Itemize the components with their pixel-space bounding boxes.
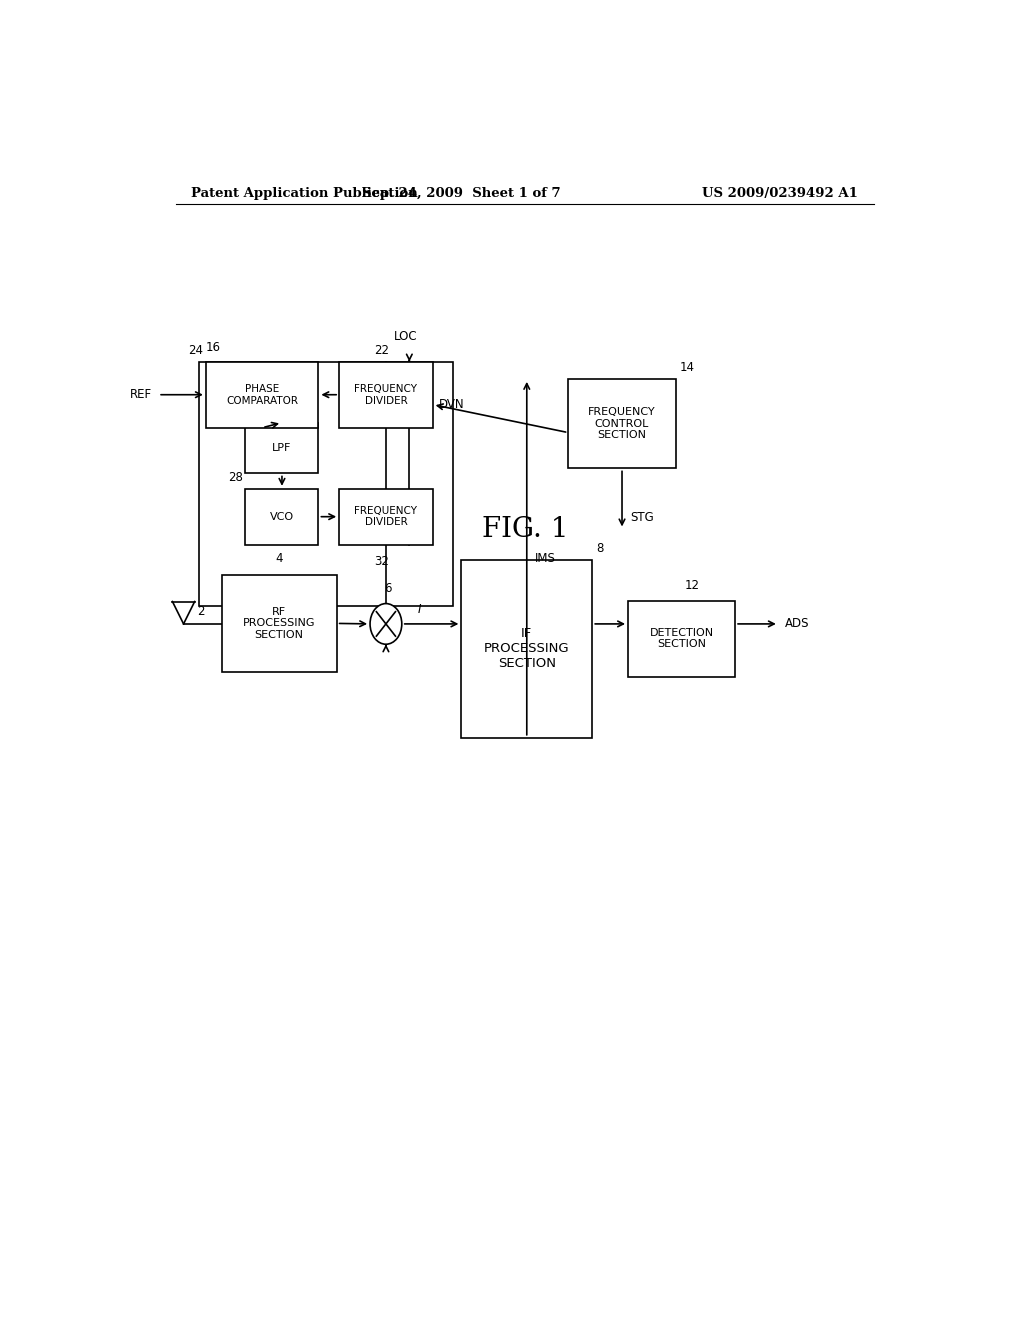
Text: 16: 16 [206,341,221,354]
Text: I: I [418,603,421,615]
Text: 8: 8 [596,541,603,554]
Text: PHASE
COMPARATOR: PHASE COMPARATOR [226,384,298,405]
Text: REF: REF [130,388,152,401]
Text: 32: 32 [374,554,389,568]
Text: DVN: DVN [439,399,465,411]
Text: 24: 24 [188,343,204,356]
Text: 28: 28 [228,471,243,483]
Text: STG: STG [630,511,653,524]
FancyBboxPatch shape [206,362,318,428]
Text: FREQUENCY
DIVIDER: FREQUENCY DIVIDER [354,384,418,405]
Text: 26: 26 [228,405,243,417]
Text: VCO: VCO [270,512,294,521]
FancyBboxPatch shape [339,488,433,545]
Text: DETECTION
SECTION: DETECTION SECTION [649,628,714,649]
Text: RF
PROCESSING
SECTION: RF PROCESSING SECTION [243,607,315,640]
FancyBboxPatch shape [246,488,318,545]
FancyBboxPatch shape [246,422,318,474]
Text: LPF: LPF [272,444,292,453]
Text: Sep. 24, 2009  Sheet 1 of 7: Sep. 24, 2009 Sheet 1 of 7 [362,187,560,201]
Text: US 2009/0239492 A1: US 2009/0239492 A1 [702,187,858,201]
FancyBboxPatch shape [339,362,433,428]
Text: 6: 6 [384,582,391,595]
Text: LOC: LOC [394,330,418,343]
Text: 2: 2 [197,605,205,618]
Text: FIG. 1: FIG. 1 [481,516,568,543]
Text: 14: 14 [680,360,694,374]
FancyBboxPatch shape [461,560,592,738]
FancyBboxPatch shape [568,379,676,469]
Text: 22: 22 [374,343,389,356]
FancyBboxPatch shape [200,362,454,606]
Text: ADS: ADS [785,618,810,631]
Text: FREQUENCY
DIVIDER: FREQUENCY DIVIDER [354,506,418,528]
FancyBboxPatch shape [221,576,337,672]
Text: 12: 12 [685,579,699,593]
FancyBboxPatch shape [628,601,735,677]
Text: Patent Application Publication: Patent Application Publication [191,187,418,201]
Text: IF
PROCESSING
SECTION: IF PROCESSING SECTION [484,627,569,671]
Text: 4: 4 [275,552,283,565]
Text: FREQUENCY
CONTROL
SECTION: FREQUENCY CONTROL SECTION [588,407,655,441]
Text: IMS: IMS [535,552,556,565]
Circle shape [370,603,401,644]
